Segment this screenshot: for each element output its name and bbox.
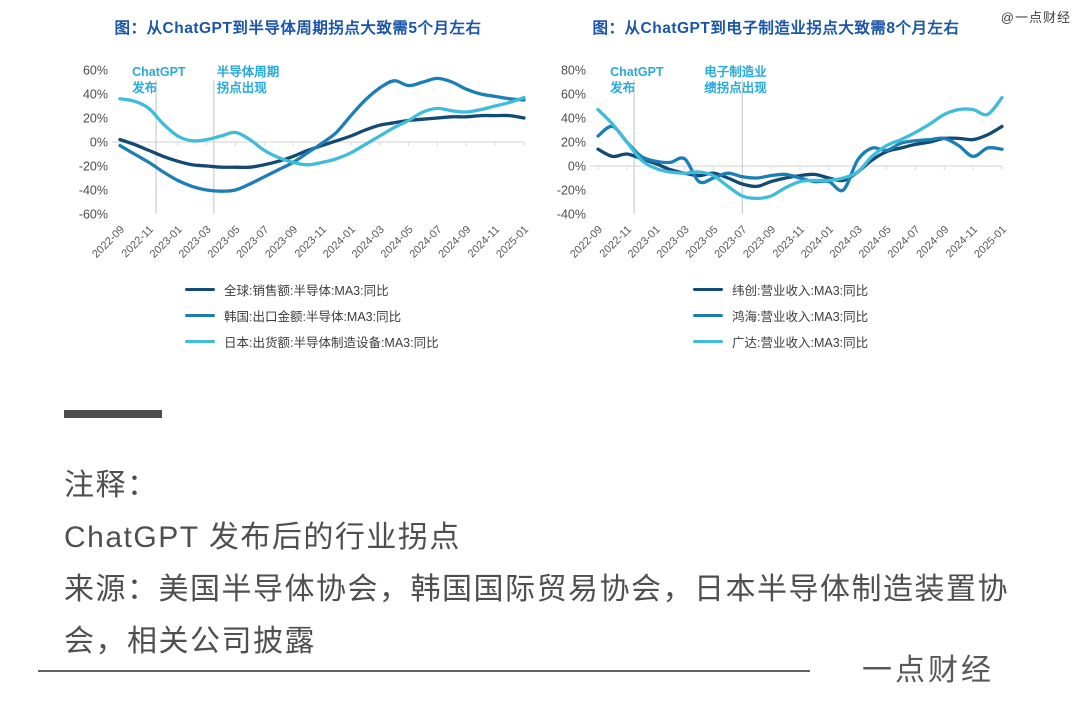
y-tick-label: 60% <box>83 64 108 78</box>
legend-label: 纬创:营业收入:MA3:同比 <box>732 283 869 298</box>
y-tick-label: -40% <box>79 184 108 198</box>
line-chart-svg: 60%40%20%0%-20%-40%-60%2022-092022-11202… <box>79 64 531 261</box>
chart-legend: 纬创:营业收入:MA3:同比 鸿海:营业收入:MA3:同比 广达:营业收入:MA3:… <box>693 282 1012 350</box>
chart-title: 图：从ChatGPT到电子制造业拐点大致需8个月左右 <box>592 20 960 37</box>
line-chart-svg: 80%60%40%20%0%-20%-40%2022-092022-112023… <box>557 64 1009 261</box>
electronics-line-chart: 80% 60% 40% 20% 0% -20% -40% 2022-09 2022-11 2023… <box>540 42 1012 278</box>
annotation-label: ChatGPT <box>610 65 664 79</box>
legend-label: 鸿海:营业收入:MA3:同比 <box>732 309 869 324</box>
annotation-label: 电子制造业 <box>704 64 767 79</box>
annotation-label: 发布 <box>609 80 636 95</box>
y-tick-label: 20% <box>561 136 586 150</box>
x-tick-label: 2022-09 <box>568 224 605 261</box>
y-tick-label: 0% <box>90 136 108 150</box>
notes-section: 注释： ChatGPT 发布后的行业拐点 来源：美国半导体协会，韩国国际贸易协会… <box>64 410 1016 668</box>
x-tick-label: 2022-09 <box>90 224 127 261</box>
legend-line-swatch <box>693 313 723 317</box>
series-line <box>118 76 526 193</box>
x-tick-label: 2024-09 <box>914 224 951 261</box>
semiconductor-line-chart: 60% 40% 20% 0% -20% -40% -60% 2022-09 2022-11 202… <box>62 42 534 278</box>
legend-label: 广达:营业收入:MA3:同比 <box>732 335 869 350</box>
watermark-brand: @一点财经 <box>1000 10 1071 25</box>
x-tick-label: 2025-01 <box>972 224 1009 261</box>
legend-item: 日本:出货额:半导体制造设备:MA3:同比 <box>185 334 534 350</box>
legend-item: 韩国:出口金额:半导体:MA3:同比 <box>185 308 534 324</box>
legend-label: 韩国:出口金额:半导体:MA3:同比 <box>224 309 402 324</box>
series-line <box>596 124 1004 193</box>
footer: 一点财经 <box>38 650 994 692</box>
chart-title: 图：从ChatGPT到半导体周期拐点大致需5个月左右 <box>114 20 482 37</box>
y-tick-label: 80% <box>561 64 586 78</box>
series-line <box>118 95 526 167</box>
y-tick-label: -60% <box>79 208 108 222</box>
x-tick-label: 2025-01 <box>494 224 531 261</box>
annotation-label: ChatGPT <box>132 65 186 79</box>
y-tick-label: 20% <box>83 112 108 126</box>
y-tick-label: -20% <box>557 184 586 198</box>
annotation-label: 绩拐点出现 <box>704 80 767 95</box>
section-divider-bar <box>64 410 162 418</box>
chart-semiconductor-cycle: 图：从ChatGPT到半导体周期拐点大致需5个月左右 60% 40% 20% 0% -2… <box>62 16 534 350</box>
chart-electronics-manufacturing: 图：从ChatGPT到电子制造业拐点大致需8个月左右 80% 60% 40% 20% 0… <box>540 16 1012 350</box>
series-line <box>118 113 526 170</box>
legend-line-swatch <box>185 313 215 317</box>
y-tick-label: 60% <box>561 88 586 102</box>
notes-label: 注释： <box>64 469 159 502</box>
x-tick-label: 2023-09 <box>263 224 300 261</box>
legend-line-swatch <box>185 339 215 343</box>
legend-item: 广达:营业收入:MA3:同比 <box>693 334 1012 350</box>
legend-label: 全球:销售额:半导体:MA3:同比 <box>224 283 389 298</box>
legend-item: 纬创:营业收入:MA3:同比 <box>693 282 1012 298</box>
legend-item: 鸿海:营业收入:MA3:同比 <box>693 308 1012 324</box>
legend-item: 全球:销售额:半导体:MA3:同比 <box>185 282 534 298</box>
y-tick-label: 0% <box>568 160 586 174</box>
y-tick-label: 40% <box>561 112 586 126</box>
y-tick-label: -20% <box>79 160 108 174</box>
footer-rule <box>38 670 810 672</box>
y-tick-label: -40% <box>557 208 586 222</box>
x-tick-label: 2024-09 <box>436 224 473 261</box>
footer-brand-logo: 一点财经 <box>862 654 994 687</box>
legend-line-swatch <box>693 339 723 343</box>
legend-label: 日本:出货额:半导体制造设备:MA3:同比 <box>224 335 439 350</box>
y-tick-label: 40% <box>83 88 108 102</box>
chart-legend: 全球:销售额:半导体:MA3:同比 韩国:出口金额:半导体:MA3:同比日本:出货… <box>185 282 534 350</box>
annotation-label: 发布 <box>131 80 158 95</box>
x-tick-label: 2023-09 <box>741 224 778 261</box>
annotation-label: 拐点出现 <box>217 80 268 95</box>
legend-line-swatch <box>185 287 215 291</box>
notes-caption: ChatGPT 发布后的行业拐点 <box>64 521 461 554</box>
notes-source: 来源：美国半导体协会，韩国国际贸易协会，日本半导体制造装置协会，相关公司披露 <box>64 573 1009 658</box>
series-line <box>596 124 1004 189</box>
series-line <box>596 95 1004 201</box>
annotation-label: 半导体周期 <box>217 64 280 79</box>
legend-line-swatch <box>693 287 723 291</box>
